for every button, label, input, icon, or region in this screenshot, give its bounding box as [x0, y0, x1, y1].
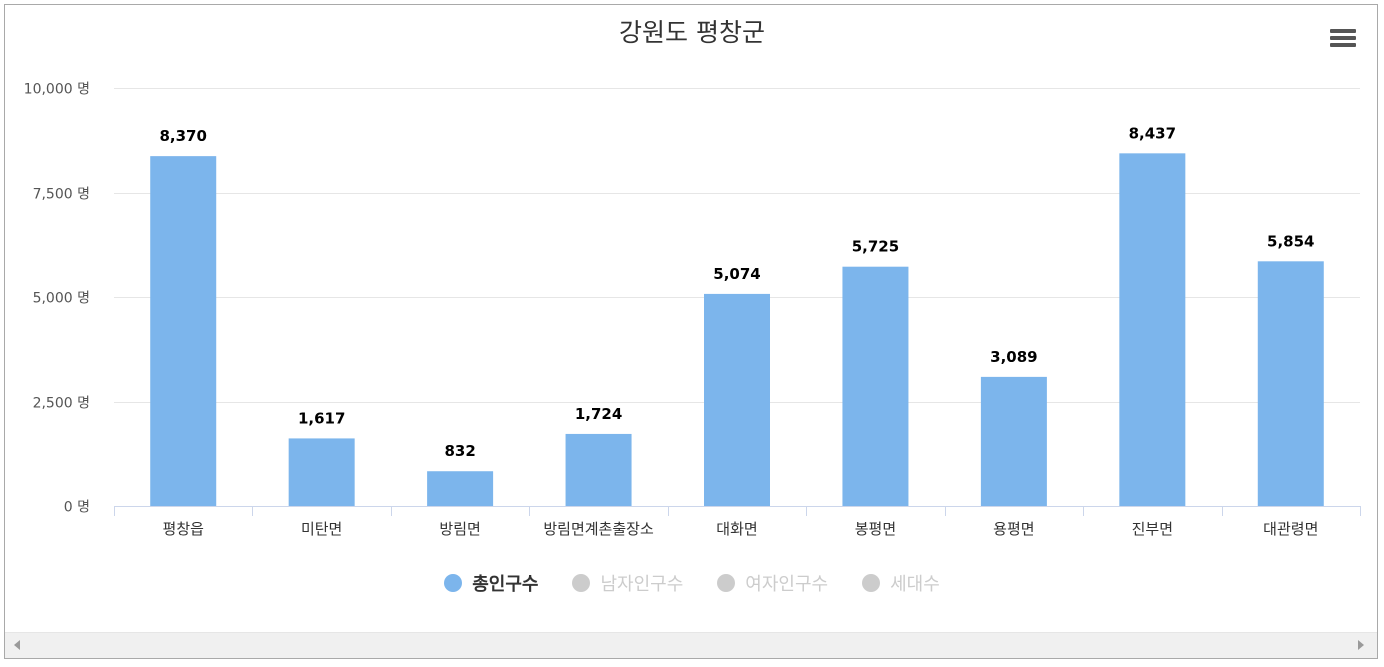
- x-tick-label: 방림면계촌출장소: [543, 520, 654, 538]
- x-tick-label: 방림면: [439, 520, 480, 538]
- legend-marker-icon: [444, 574, 463, 592]
- bar[interactable]: [565, 433, 632, 506]
- x-tick-label: 대화면: [716, 520, 757, 538]
- y-tick-label: 10,000 명: [24, 82, 90, 98]
- data-label: 5,725: [852, 238, 899, 256]
- data-label: 8,370: [159, 127, 206, 145]
- legend-item[interactable]: 총인구수: [444, 570, 538, 596]
- menu-line: [1330, 36, 1356, 40]
- hamburger-menu-icon[interactable]: [1329, 28, 1357, 52]
- legend-marker-icon: [862, 574, 881, 592]
- arrow-left-icon[interactable]: [14, 640, 20, 650]
- bar[interactable]: [1257, 261, 1324, 506]
- legend-marker-icon: [717, 574, 736, 592]
- bar[interactable]: [288, 438, 355, 506]
- legend-label: 여자인구수: [745, 574, 829, 595]
- data-label: 3,089: [990, 348, 1037, 366]
- horizontal-scrollbar[interactable]: [5, 632, 1377, 658]
- arrow-right-icon[interactable]: [1358, 640, 1364, 650]
- bar[interactable]: [842, 266, 909, 506]
- legend-marker-icon: [572, 574, 591, 592]
- legend-label: 세대수: [890, 574, 940, 595]
- x-tick-label: 미탄면: [301, 520, 342, 538]
- bar[interactable]: [150, 156, 217, 506]
- x-tick-label: 봉평면: [855, 520, 896, 538]
- bar-chart-plot: 0 명 2,500 명 5,000 명 7,500 명 10,000 명 8,370 평창읍…: [24, 82, 1361, 538]
- y-tick-label: 0 명: [64, 500, 90, 516]
- menu-line: [1330, 29, 1356, 33]
- legend-item[interactable]: 세대수: [862, 570, 940, 596]
- x-tick-label: 진부면: [1132, 520, 1173, 538]
- bar[interactable]: [1119, 153, 1186, 506]
- data-label: 5,074: [713, 265, 760, 283]
- bar[interactable]: [980, 376, 1047, 506]
- bar[interactable]: [427, 471, 494, 506]
- y-tick-label: 2,500 명: [33, 396, 90, 412]
- chart-legend: 총인구수 남자인구수 여자인구수 세대수: [0, 570, 1384, 596]
- x-tick-label: 대관령면: [1263, 520, 1318, 538]
- data-label: 1,617: [298, 409, 345, 427]
- x-tick-label: 평창읍: [163, 520, 204, 538]
- data-label: 5,854: [1267, 232, 1314, 250]
- legend-label: 남자인구수: [600, 574, 684, 595]
- data-label: 832: [444, 442, 475, 460]
- y-tick-label: 5,000 명: [33, 291, 90, 307]
- data-label: 8,437: [1129, 124, 1176, 142]
- menu-line: [1330, 43, 1356, 47]
- data-label: 1,724: [575, 405, 622, 423]
- chart-title: 강원도 평창군: [619, 18, 765, 47]
- legend-item[interactable]: 남자인구수: [572, 570, 683, 596]
- legend-item[interactable]: 여자인구수: [717, 570, 828, 596]
- bar[interactable]: [704, 293, 770, 506]
- legend-label: 총인구수: [472, 574, 539, 595]
- x-tick-label: 용평면: [993, 520, 1034, 538]
- y-tick-label: 7,500 명: [33, 187, 90, 203]
